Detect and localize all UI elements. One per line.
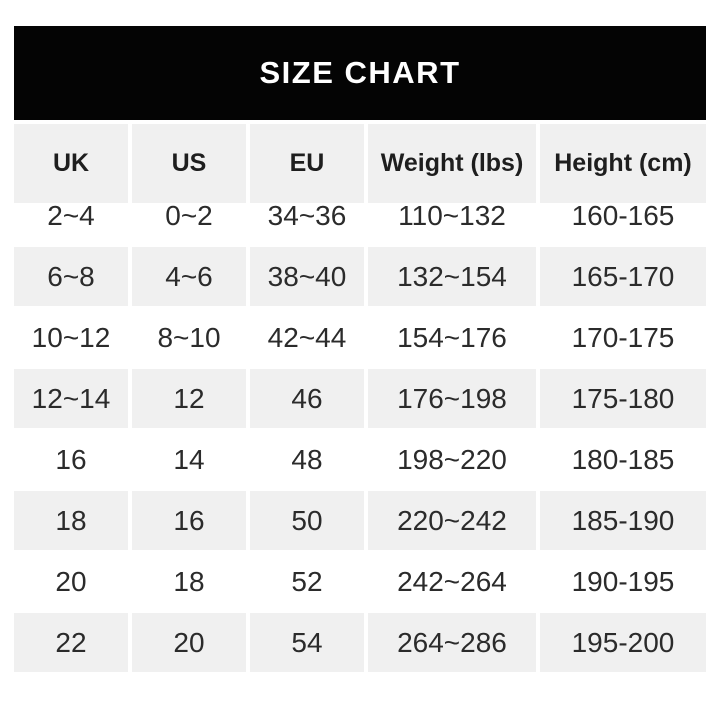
table-cell: 14 [173,443,205,475]
table-cell: 46 [250,368,364,429]
table-cell: 12~14 [14,368,128,429]
table-cell: 110~132 [398,199,506,231]
table-cell: 54 [250,612,364,673]
table-cell: 165-170 [540,246,706,307]
table-cell: 175-180 [540,368,706,429]
table-cell: 160-165 [571,199,675,231]
table-cell: 170-175 [571,321,675,353]
table-cell: 195-200 [540,612,706,673]
column-header-uk: UK [14,124,128,203]
table-cell: 34~36 [267,199,347,231]
column-header-eu: EU [250,124,364,203]
table-cell: 18 [173,565,205,597]
table-cell: 10~12 [31,321,111,353]
table-cell: 154~176 [397,321,507,353]
table-cell: 180-185 [571,443,675,475]
table-cell: 50 [250,490,364,551]
table-cell: 176~198 [368,368,536,429]
table-cell: 20 [55,565,87,597]
table-cell: 16 [55,443,87,475]
table-cell: 4~6 [132,246,246,307]
table-cell: 48 [291,443,323,475]
table-cell: 8~10 [157,321,221,353]
table-cell: 12 [132,368,246,429]
size-chart-title: SIZE CHART [259,55,461,90]
table-cell: 2~4 [47,199,95,231]
table-cell: 20 [132,612,246,673]
size-chart-table: UK US EU Weight (lbs) Height (cm) 2~4 0~… [14,124,706,673]
table-cell: 16 [132,490,246,551]
table-cell: 264~286 [368,612,536,673]
column-header-weight: Weight (lbs) [368,124,536,203]
table-cell: 242~264 [397,565,507,597]
table-cell: 0~2 [165,199,213,231]
table-cell: 38~40 [250,246,364,307]
column-header-us: US [132,124,246,203]
table-cell: 42~44 [267,321,347,353]
table-cell: 132~154 [368,246,536,307]
table-cell: 220~242 [368,490,536,551]
table-cell: 6~8 [14,246,128,307]
column-header-height: Height (cm) [540,124,706,203]
size-chart-banner: SIZE CHART [14,26,706,120]
table-cell: 185-190 [540,490,706,551]
table-cell: 198~220 [397,443,507,475]
table-cell: 22 [14,612,128,673]
table-cell: 190-195 [571,565,675,597]
table-cell: 18 [14,490,128,551]
table-cell: 52 [291,565,323,597]
